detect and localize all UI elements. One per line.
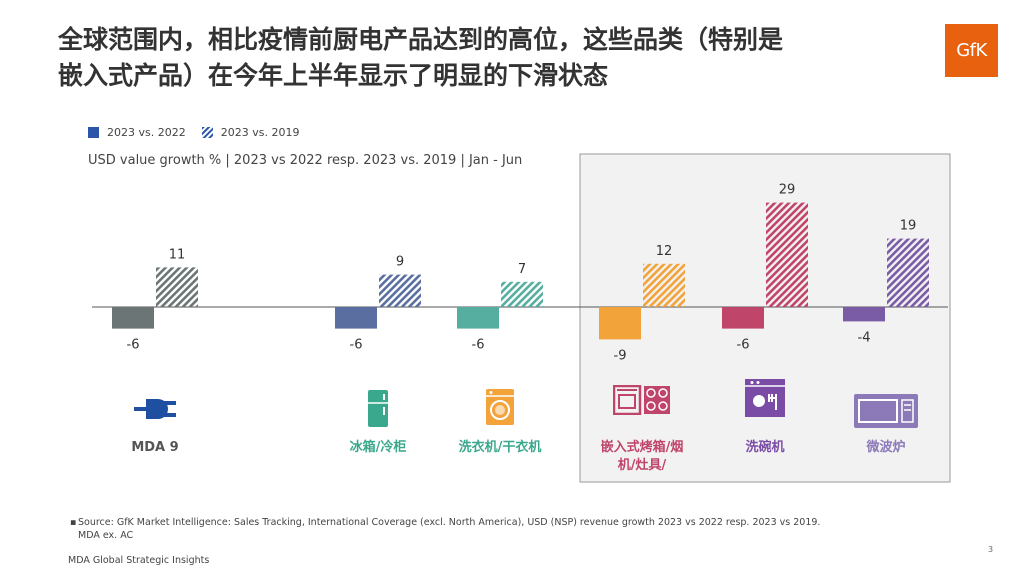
chart-subtitle: USD value growth % | 2023 vs 2022 resp. … (88, 153, 523, 168)
page-title: 全球范围内，相比疫情前厨电产品达到的高位，这些品类（特别是 嵌入式产品）在今年上… (58, 22, 938, 94)
source-text: Source: GfK Market Intelligence: Sales T… (78, 517, 821, 528)
bar-2023-vs-2019 (887, 238, 929, 307)
bar-2023-vs-2019 (379, 274, 421, 307)
category-label: 洗衣机/干衣机 (440, 439, 560, 457)
data-label-2023-vs-2022: -6 (737, 338, 750, 353)
source-note: ▪ Source: GfK Market Intelligence: Sales… (70, 516, 821, 542)
bar-chart: -6 11 -6 9 -6 7 -9 12 -6 29 -4 19 (92, 153, 951, 483)
chart-legend: 2023 vs. 2022 2023 vs. 2019 (88, 126, 315, 139)
category-label-line: 洗衣机/干衣机 (458, 440, 542, 455)
footer-text: MDA Global Strategic Insights (68, 555, 210, 566)
data-label-2023-vs-2019: 19 (900, 219, 917, 234)
legend-item-2019: 2023 vs. 2019 (201, 126, 300, 139)
category-label-line: 微波炉 (866, 440, 906, 455)
title-line-1: 全球范围内，相比疫情前厨电产品达到的高位，这些品类（特别是 (58, 25, 784, 54)
bar-2023-vs-2022 (599, 307, 641, 340)
category-label-line: 洗碗机 (745, 440, 785, 455)
legend-item-2022: 2023 vs. 2022 (88, 126, 186, 139)
fridge-icon (366, 389, 390, 433)
category-label: 洗碗机 (705, 439, 825, 457)
plug-icon (132, 393, 178, 429)
category-label-line: 嵌入式烤箱/烟 (600, 440, 684, 455)
data-label-2023-vs-2022: -4 (858, 330, 871, 345)
gfk-logo: GfK (945, 24, 998, 77)
category-label: MDA 9 (95, 439, 215, 457)
bar-2023-vs-2022 (335, 307, 377, 329)
bullet-icon: ▪ (70, 517, 77, 528)
category-label-line: 机/灶具/ (617, 458, 667, 473)
data-label-2023-vs-2019: 7 (518, 262, 526, 277)
bar-2023-vs-2019 (643, 263, 685, 307)
category-label: 微波炉 (826, 439, 946, 457)
data-label-2023-vs-2019: 29 (779, 183, 796, 198)
oven-hob-icon (612, 384, 671, 419)
microwave-icon (853, 393, 919, 433)
bar-2023-vs-2019 (156, 267, 198, 307)
legend-label-2022: 2023 vs. 2022 (107, 126, 186, 139)
data-label-2023-vs-2022: -6 (350, 338, 363, 353)
category-label-line: MDA 9 (131, 440, 179, 455)
bar-2023-vs-2022 (112, 307, 154, 329)
data-label-2023-vs-2022: -6 (472, 338, 485, 353)
category-label: 冰箱/冷柜 (318, 439, 438, 457)
washing-machine-icon (485, 388, 515, 430)
bar-2023-vs-2019 (501, 281, 543, 307)
title-line-2: 嵌入式产品）在今年上半年显示了明显的下滑状态 (58, 61, 609, 90)
page-number: 3 (988, 545, 994, 554)
bar-2023-vs-2022 (722, 307, 764, 329)
category-label: 嵌入式烤箱/烟 机/灶具/ (582, 439, 702, 475)
data-label-2023-vs-2022: -6 (127, 338, 140, 353)
legend-swatch-solid (88, 127, 99, 138)
legend-label-2019: 2023 vs. 2019 (220, 126, 300, 139)
data-label-2023-vs-2022: -9 (614, 348, 627, 363)
legend-swatch-hatched (201, 127, 213, 138)
data-label-2023-vs-2019: 11 (169, 247, 186, 262)
dishwasher-icon (744, 378, 786, 422)
bar-2023-vs-2019 (766, 202, 808, 307)
category-label-line: 冰箱/冷柜 (349, 440, 407, 455)
source-text-line2: MDA ex. AC (78, 530, 134, 541)
bar-2023-vs-2022 (457, 307, 499, 329)
data-label-2023-vs-2019: 9 (396, 255, 404, 270)
bar-2023-vs-2022 (843, 307, 885, 322)
data-label-2023-vs-2019: 12 (656, 244, 673, 259)
